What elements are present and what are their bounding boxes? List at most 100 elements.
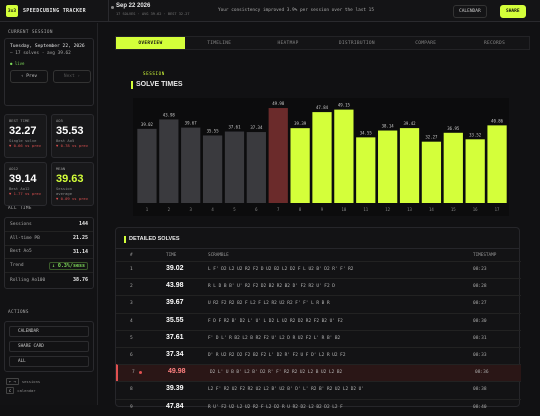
x-tick-label: 3	[189, 207, 192, 212]
session-card: Tuesday, September 22, 2026 — 17 solves …	[4, 38, 94, 106]
divider	[108, 0, 109, 22]
row-index: 8	[130, 387, 133, 393]
tab[interactable]: HEATMAP	[277, 40, 299, 46]
row-scramble: R L D B B' U' R2 F2 D2 B2 R2 B2 D' F2 R2…	[208, 284, 335, 290]
row-timestamp: 08:31	[473, 335, 487, 341]
section-title: ACTIONS	[8, 310, 29, 315]
x-tick-label: 14	[429, 207, 434, 212]
bar	[378, 130, 398, 203]
section-title: CURRENT SESSION	[8, 30, 53, 35]
tab[interactable]: TIMELINE	[207, 40, 232, 46]
prev-button[interactable]: ‹ Prev	[10, 70, 48, 83]
x-tick-label: 8	[299, 207, 302, 212]
stat-value: 35.53	[56, 125, 84, 137]
stat-label: AO5	[56, 118, 63, 123]
divider	[116, 248, 519, 249]
all-time-label: All-time PB	[10, 235, 40, 241]
action-button[interactable]: SHARE CARD	[9, 341, 89, 352]
x-tick-label: 16	[473, 207, 478, 212]
row-timestamp: 08:23	[473, 267, 487, 272]
value-label: 49.98	[272, 101, 285, 106]
shortcut-key: C	[6, 387, 15, 394]
row-timestamp: 08:36	[475, 370, 489, 376]
row-time: 39.02	[166, 265, 184, 272]
value-label: 32.27	[425, 135, 438, 140]
x-tick-label: 15	[451, 207, 456, 212]
column-header: TIMESTAMP	[473, 253, 497, 258]
all-time-label: Rolling Ao100	[10, 277, 46, 283]
value-label: 34.55	[360, 130, 373, 135]
row-index: 5	[130, 335, 133, 341]
table-row: 9 47.84 R U' F2 U2 L2 U2 R2 F L2 D2 R U R2…	[116, 398, 521, 416]
session-date: Sep 22 2026	[116, 3, 151, 9]
table-row: 3 39.67 U R2 F2 R2 B2 F L2 F L2 R2 U2 R2 F…	[116, 295, 521, 312]
table-row: 6 37.34 D' R U2 R2 D2 F2 B2 F2 L' D2 R' F2…	[116, 347, 521, 364]
row-index: 7	[132, 370, 135, 376]
action-button[interactable]: ALL	[9, 356, 89, 367]
row-time: 49.98	[168, 368, 186, 376]
actions-card: CALENDAR SHARE CARD ALL	[4, 321, 94, 372]
row-scramble: D' R U2 R2 D2 F2 B2 F2 L' D2 R' F2 U F D…	[208, 353, 346, 358]
all-time-row: Best Ao5 31.14	[5, 246, 93, 260]
row-timestamp: 08:28	[473, 284, 487, 290]
row-time: 47.84	[166, 402, 184, 410]
row-marker	[139, 371, 142, 375]
all-time-label: Best Ao5	[10, 249, 32, 255]
x-tick-label: 10	[341, 207, 346, 212]
row-scramble: D2 L' U B B' L2 B' D2 R' F' R2 R2 U2 L2 …	[210, 370, 343, 376]
x-tick-label: 13	[407, 207, 412, 212]
sidebar: CURRENT SESSION Tuesday, September 22, 2…	[0, 23, 98, 405]
value-label: 35.55	[207, 128, 220, 133]
value-label: 37.34	[250, 125, 263, 130]
value-label: 39.02	[141, 122, 154, 127]
value-label: 40.86	[491, 118, 504, 123]
x-tick-label: 5	[233, 207, 236, 212]
bar	[181, 127, 201, 203]
stat-delta: ▼ 0.78 vs prev	[56, 143, 89, 148]
row-index: 9	[130, 404, 133, 410]
value-label: 47.84	[316, 105, 329, 110]
column-header: SCRAMBLE	[208, 253, 229, 258]
chart-panel: SESSION SOLVE TIMES 39.02 1 43.98 2 39.67 3 35…	[115, 62, 530, 218]
header: 3x3 SPEEDCUBING TRACKER Sep 22 2026 17 S…	[0, 0, 540, 22]
tab[interactable]: COMPARE	[415, 40, 437, 46]
stat-card: AO5 35.53 Best Ao5 ▼ 0.78 vs prev	[51, 114, 94, 158]
tab[interactable]: OVERVIEW	[116, 37, 185, 49]
row-index: 2	[130, 284, 133, 290]
table-panel: DETAILED SOLVES # TIME SCRAMBLE TIMESTAM…	[115, 227, 521, 410]
bar	[159, 119, 179, 203]
calendar-button[interactable]: CALENDAR	[453, 5, 487, 18]
share-button[interactable]: SHARE	[500, 5, 526, 18]
stat-label: MEAN	[56, 166, 66, 171]
live-badge: ● live	[10, 61, 25, 66]
stat-delta: ▼ 0.66 vs prev	[9, 143, 42, 148]
x-tick-label: 2	[168, 207, 171, 212]
accent	[131, 81, 133, 89]
stat-card: MEAN 39.63 Session average ▼ 0.09 vs prev	[51, 162, 94, 206]
table-row: 7 49.98 D2 L' U B B' L2 B' D2 R' F' R2 R2 …	[116, 364, 521, 382]
x-tick-label: 9	[321, 207, 324, 212]
session-info: — 17 solves · avg 39.62	[10, 51, 71, 56]
bar	[465, 139, 485, 203]
shortcut: ← → sessions	[6, 378, 40, 385]
stat-sub: Best Ao5	[56, 138, 75, 143]
x-tick-label: 6	[255, 207, 258, 212]
column-header: #	[130, 253, 133, 258]
session-summary: 17 SOLVES · AVG 39.62 · BEST 32.27	[116, 12, 190, 16]
chart: 39.02 1 43.98 2 39.67 3 35.55 4 37.61 5 37.34 6 49.9…	[133, 98, 509, 216]
row-scramble: F D F R2 B' D2 L' U' L D2 L U2 R2 D2 R2 …	[208, 318, 343, 324]
tab[interactable]: DISTRIBUTION	[338, 40, 375, 46]
action-button[interactable]: CALENDAR	[9, 326, 89, 337]
next-button[interactable]: Next ›	[53, 70, 91, 83]
stat-value: 39.63	[56, 173, 84, 185]
all-time-label: Sessions	[10, 221, 32, 227]
row-timestamp: 08:40	[473, 404, 487, 410]
row-timestamp: 08:27	[473, 301, 487, 307]
tab[interactable]: RECORDS	[484, 40, 506, 46]
bar	[268, 108, 288, 203]
all-time-value: 31.14	[72, 248, 88, 255]
row-scramble: L2 F' R2 U2 F2 R2 U2 L2 B' U2 B' D' L' R…	[208, 387, 364, 393]
value-label: 39.67	[185, 121, 198, 126]
